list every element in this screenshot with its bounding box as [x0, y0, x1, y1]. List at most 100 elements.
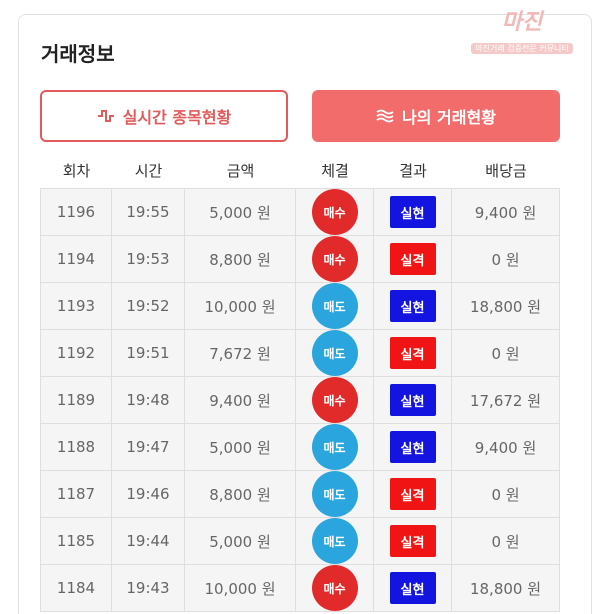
logo-text: 마진: [501, 10, 543, 35]
cell: 1194: [40, 235, 112, 283]
cell: 매도: [295, 470, 374, 518]
table-row: 1184 19:43 10,000 원 매수 실현 18,800 원: [40, 564, 560, 612]
cell: 실현: [373, 376, 452, 424]
cell: 17,672 원: [451, 376, 560, 424]
cell: 9,400 원: [451, 423, 560, 471]
title: 거래정보: [41, 42, 115, 66]
trade-badge: 매수: [311, 565, 358, 611]
cell: 19:43: [111, 564, 185, 612]
column-header: 금액: [226, 162, 255, 180]
cell: 실격: [373, 235, 452, 283]
cell: 18,800 원: [451, 282, 560, 330]
cell: 실격: [373, 517, 452, 565]
cell: 매도: [295, 423, 374, 471]
result-badge: 실현: [389, 431, 436, 463]
trade-badge: 매수: [311, 236, 358, 282]
cell: 매도: [295, 282, 374, 330]
table-row: 1188 19:47 5,000 원 매도 실현 9,400 원: [40, 423, 560, 471]
column-header: 배당금: [485, 162, 527, 180]
table-row: 1194 19:53 8,800 원 매수 실격 0 원: [40, 235, 560, 283]
cell: 0 원: [451, 470, 560, 518]
cell: 10,000 원: [184, 564, 296, 612]
cell: 5,000 원: [184, 423, 296, 471]
cell: 0 원: [451, 235, 560, 283]
tab-label: 나의 거래현황: [402, 108, 496, 127]
cell: 9,400 원: [184, 376, 296, 424]
cell: 0 원: [451, 329, 560, 377]
cell: 매수: [295, 376, 374, 424]
cell: 매도: [295, 329, 374, 377]
cell: 1196: [40, 188, 112, 236]
logo-tagline: 마진거래 검증전문 커뮤니티: [471, 43, 573, 54]
cell: 실격: [373, 329, 452, 377]
cell: 8,800 원: [184, 235, 296, 283]
icon: [376, 109, 394, 123]
cell: 19:51: [111, 329, 185, 377]
cell: 실현: [373, 188, 452, 236]
cell: 실현: [373, 564, 452, 612]
cell: 19:48: [111, 376, 185, 424]
cell: 5,000 원: [184, 188, 296, 236]
table-row: 1196 19:55 5,000 원 매수 실현 9,400 원: [40, 188, 560, 236]
table-row: 1189 19:48 9,400 원 매수 실현 17,672 원: [40, 376, 560, 424]
cell: 1193: [40, 282, 112, 330]
cell: 1185: [40, 517, 112, 565]
cell: 실현: [373, 282, 452, 330]
tab-button[interactable]: 실시간 종목현황: [40, 90, 288, 142]
cell: 1184: [40, 564, 112, 612]
cell: 실격: [373, 470, 452, 518]
result-badge: 실현: [389, 196, 436, 228]
cell: 8,800 원: [184, 470, 296, 518]
table-row: 1193 19:52 10,000 원 매도 실현 18,800 원: [40, 282, 560, 330]
trade-badge: 매도: [311, 471, 358, 517]
cell: 매수: [295, 564, 374, 612]
result-badge: 실현: [389, 290, 436, 322]
cell: 매수: [295, 235, 374, 283]
table-row: 1192 19:51 7,672 원 매도 실격 0 원: [40, 329, 560, 377]
cell: 18,800 원: [451, 564, 560, 612]
column-header: 결과: [399, 162, 427, 180]
trade-badge: 매도: [311, 330, 358, 376]
tab-button[interactable]: 나의 거래현황: [312, 90, 560, 142]
table-header: 회차 시간 금액 체결 결과 배당금: [41, 160, 560, 181]
cell: 1188: [40, 423, 112, 471]
cell: 19:47: [111, 423, 185, 471]
result-badge: 실현: [389, 572, 436, 604]
result-badge: 실현: [389, 384, 436, 416]
icon: [97, 110, 114, 122]
cell: 5,000 원: [184, 517, 296, 565]
trade-badge: 매수: [311, 377, 358, 423]
cell: 1187: [40, 470, 112, 518]
cell: 19:52: [111, 282, 185, 330]
trade-badge: 매도: [311, 518, 358, 564]
cell: 매수: [295, 188, 374, 236]
column-header: 시간: [134, 162, 163, 180]
table-body: 1196 19:55 5,000 원 매수 실현 9,400 원 1194 19:53 8,80…: [40, 188, 560, 612]
result-badge: 실격: [389, 478, 436, 510]
card: [18, 14, 592, 614]
cell: 매도: [295, 517, 374, 565]
column-header: 체결: [321, 162, 349, 180]
cell: 실현: [373, 423, 452, 471]
cell: 0 원: [451, 517, 560, 565]
table-row: 1187 19:46 8,800 원 매도 실격 0 원: [40, 470, 560, 518]
trade-badge: 매도: [311, 424, 358, 470]
result-badge: 실격: [389, 337, 436, 369]
cell: 19:46: [111, 470, 185, 518]
table-row: 1185 19:44 5,000 원 매도 실격 0 원: [40, 517, 560, 565]
cell: 19:44: [111, 517, 185, 565]
tab-label: 실시간 종목현황: [122, 108, 232, 127]
result-badge: 실격: [389, 243, 436, 275]
cell: 19:55: [111, 188, 185, 236]
result-badge: 실격: [389, 525, 436, 557]
cell: 7,672 원: [184, 329, 296, 377]
cell: 1192: [40, 329, 112, 377]
cell: 19:53: [111, 235, 185, 283]
cell: 9,400 원: [451, 188, 560, 236]
cell: 10,000 원: [184, 282, 296, 330]
trade-badge: 매수: [311, 189, 358, 235]
trade-badge: 매도: [311, 283, 358, 329]
cell: 1189: [40, 376, 112, 424]
